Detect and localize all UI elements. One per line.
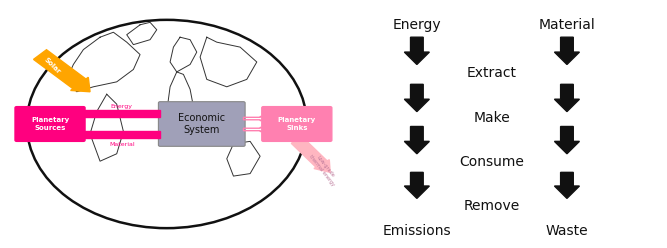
Text: Remove: Remove — [464, 199, 520, 213]
FancyArrow shape — [554, 172, 580, 198]
Text: Planetary
Sinks: Planetary Sinks — [277, 117, 316, 131]
FancyArrow shape — [33, 50, 90, 92]
FancyArrow shape — [404, 126, 430, 154]
Text: Material: Material — [109, 142, 135, 147]
FancyBboxPatch shape — [83, 131, 160, 138]
FancyArrow shape — [404, 37, 430, 64]
Text: Energy: Energy — [111, 104, 133, 109]
Text: Planetary
Sources: Planetary Sources — [31, 117, 69, 131]
FancyBboxPatch shape — [261, 107, 332, 141]
FancyArrow shape — [291, 137, 330, 172]
FancyArrow shape — [404, 172, 430, 198]
Text: Energy: Energy — [393, 18, 441, 32]
Text: Economic
System: Economic System — [178, 113, 225, 135]
FancyBboxPatch shape — [159, 102, 245, 146]
Text: Waste: Waste — [546, 224, 588, 238]
Text: Low-grade
thermal energy: Low-grade thermal energy — [307, 150, 340, 187]
FancyArrow shape — [554, 37, 580, 64]
Text: Material: Material — [538, 18, 596, 32]
Text: Solar: Solar — [43, 56, 61, 75]
Text: Extract: Extract — [467, 66, 517, 80]
Text: Make: Make — [474, 111, 510, 125]
FancyArrow shape — [554, 84, 580, 112]
Text: Consume: Consume — [460, 155, 524, 169]
FancyArrow shape — [554, 126, 580, 154]
FancyBboxPatch shape — [15, 107, 85, 141]
FancyBboxPatch shape — [83, 110, 160, 117]
FancyArrow shape — [404, 84, 430, 112]
Text: Emissions: Emissions — [383, 224, 451, 238]
